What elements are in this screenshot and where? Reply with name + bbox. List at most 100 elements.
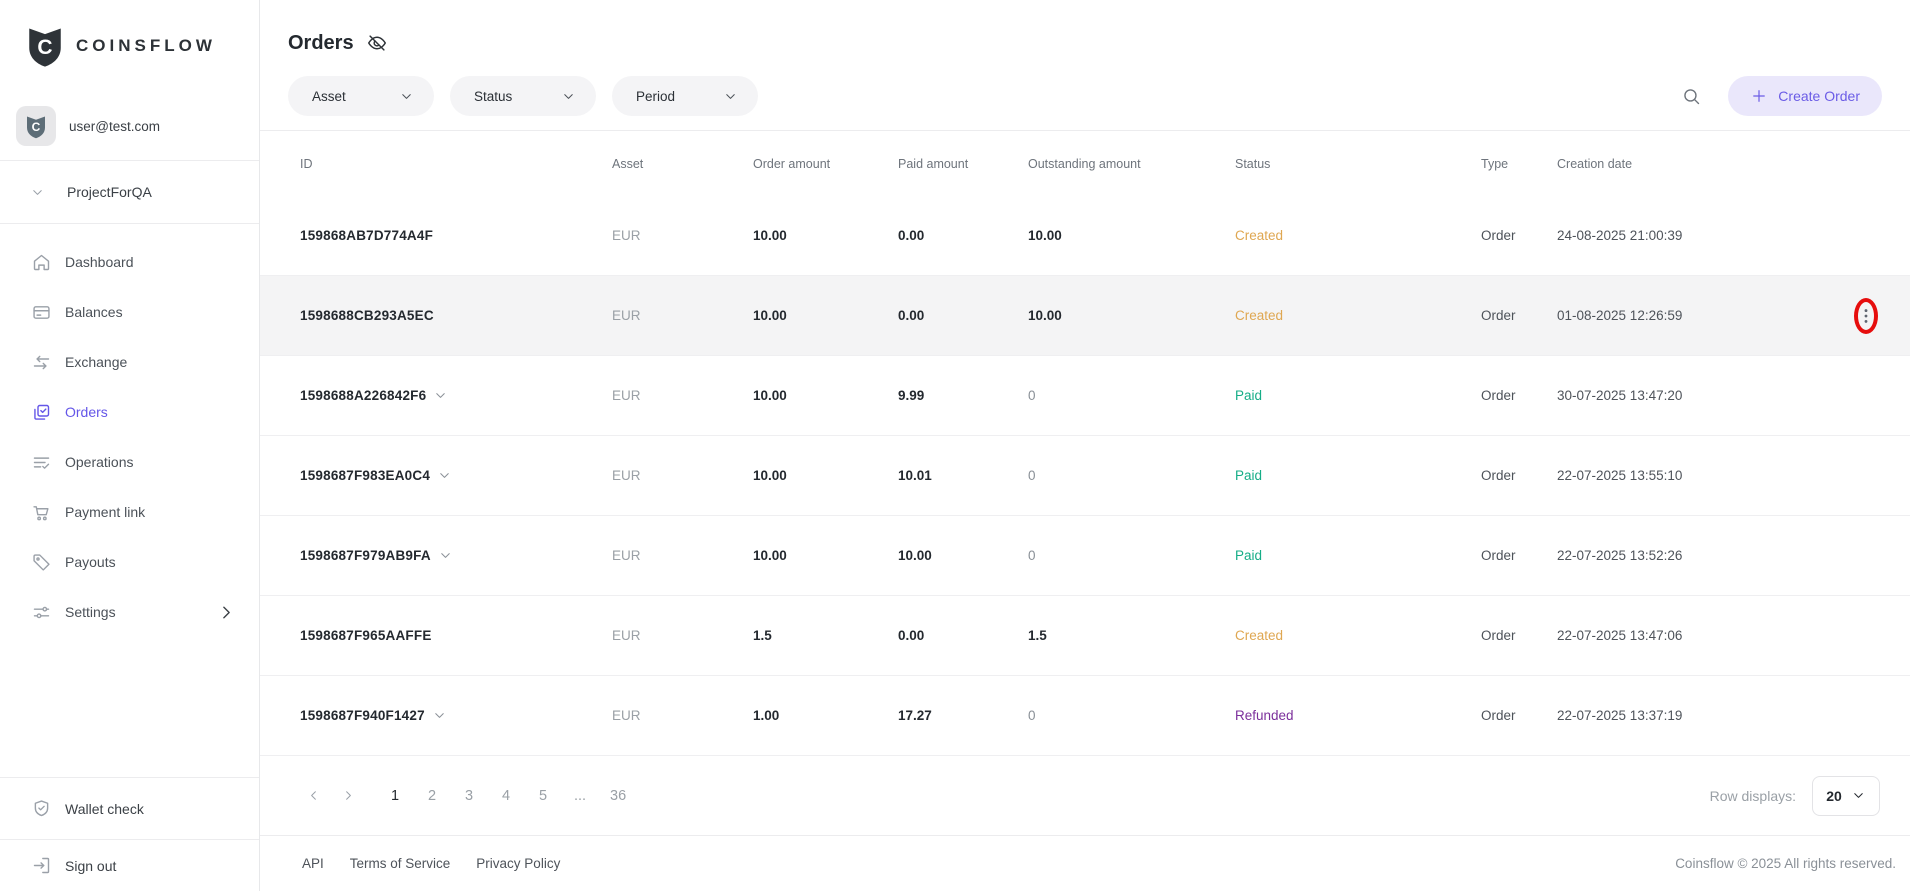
column-header-asset: Asset	[612, 156, 644, 171]
order-id-cell: 1598687F979AB9FA	[300, 548, 612, 563]
sidebar-item-wallet-check[interactable]: Wallet check	[0, 778, 259, 839]
user-account[interactable]: C user@test.com	[0, 102, 259, 150]
orders-icon	[31, 402, 52, 423]
filter-label: Period	[636, 88, 676, 104]
sidebar-item-label: Wallet check	[65, 800, 144, 817]
page-button-5[interactable]: 5	[536, 788, 550, 804]
sign-out-icon	[31, 855, 52, 876]
search-icon[interactable]	[1681, 86, 1702, 107]
order-id-cell: 1598688A226842F6	[300, 388, 612, 403]
sidebar-item-sign-out[interactable]: Sign out	[0, 840, 259, 891]
type-cell: Order	[1481, 548, 1516, 563]
exchange-icon	[31, 352, 52, 373]
order-id: 1598688CB293A5EC	[300, 308, 434, 323]
page-button-2[interactable]: 2	[425, 788, 439, 804]
chevron-down-icon[interactable]	[437, 468, 452, 483]
sidebar-item-label: Dashboard	[65, 254, 134, 270]
chevron-down-icon	[723, 89, 738, 104]
outstanding-amount-cell: 0	[1028, 548, 1036, 563]
order-amount-cell: 10.00	[753, 228, 787, 243]
column-header-order-amount: Order amount	[753, 156, 831, 171]
asset-cell: EUR	[612, 308, 641, 323]
creation-date-cell: 22-07-2025 13:52:26	[1557, 548, 1683, 563]
user-email: user@test.com	[69, 118, 160, 134]
sidebar-item-operations[interactable]: Operations	[0, 437, 259, 487]
creation-date-cell: 22-07-2025 13:55:10	[1557, 468, 1683, 483]
creation-date-cell: 22-07-2025 13:37:19	[1557, 708, 1683, 723]
sidebar-item-label: Settings	[65, 604, 116, 620]
sidebar-item-dashboard[interactable]: Dashboard	[0, 237, 259, 287]
page-button-3[interactable]: 3	[462, 788, 476, 804]
page-header: Orders	[260, 0, 1910, 60]
filter-asset-dropdown[interactable]: Asset	[288, 76, 434, 116]
next-page-button[interactable]	[341, 788, 356, 803]
prev-page-button[interactable]	[306, 788, 321, 803]
page-button-36[interactable]: 36	[610, 787, 627, 804]
table-row[interactable]: 1598687F979AB9FA EUR 10.00 10.00 0 Paid Order 2…	[260, 516, 1910, 596]
sidebar-item-label: Balances	[65, 304, 123, 320]
paid-amount-cell: 17.27	[898, 708, 932, 723]
sidebar-item-payment-link[interactable]: Payment link	[0, 487, 259, 537]
main-content: Orders Asset Status Period Create Order ID…	[260, 0, 1910, 891]
shield-logo-icon: C	[24, 22, 66, 70]
sidebar-item-exchange[interactable]: Exchange	[0, 337, 259, 387]
table-row[interactable]: 1598688A226842F6 EUR 10.00 9.99 0 Paid Order 30…	[260, 356, 1910, 436]
plus-icon	[1750, 87, 1768, 105]
order-id: 1598687F979AB9FA	[300, 548, 431, 563]
eye-slash-icon[interactable]	[366, 32, 388, 54]
chevron-down-icon[interactable]	[432, 708, 447, 723]
sidebar-item-settings[interactable]: Settings	[0, 587, 259, 637]
sidebar-bottom: Wallet check Sign out	[0, 777, 259, 891]
project-selector[interactable]: ProjectForQA	[0, 161, 259, 223]
chevron-right-icon	[341, 788, 356, 803]
svg-text:C: C	[32, 120, 41, 134]
creation-date-cell: 01-08-2025 12:26:59	[1557, 308, 1683, 323]
brand-name: COINSFLOW	[76, 36, 216, 55]
status-cell: Created	[1235, 308, 1284, 323]
chevron-down-icon	[561, 89, 576, 104]
filter-status-dropdown[interactable]: Status	[450, 76, 596, 116]
chevron-down-icon[interactable]	[438, 548, 453, 563]
create-order-button[interactable]: Create Order	[1728, 76, 1882, 116]
page-button-4[interactable]: 4	[499, 788, 513, 804]
sidebar-item-label: Orders	[65, 404, 108, 420]
footer: API Terms of Service Privacy Policy Coinsf…	[260, 835, 1910, 891]
paid-amount-cell: 0.00	[898, 228, 925, 243]
chevron-down-icon[interactable]	[433, 388, 448, 403]
creation-date-cell: 22-07-2025 13:47:06	[1557, 628, 1683, 643]
footer-link-api[interactable]: API	[302, 856, 324, 871]
table-row[interactable]: 1598687F940F1427 EUR 1.00 17.27 0 Refunded Ord…	[260, 676, 1910, 756]
paid-amount-cell: 10.01	[898, 468, 932, 483]
table-row[interactable]: 159868AB7D774A4F EUR 10.00 0.00 10.00 Created…	[260, 196, 1910, 276]
divider	[0, 223, 259, 224]
sidebar-item-payouts[interactable]: Payouts	[0, 537, 259, 587]
sidebar: C COINSFLOW C user@test.com ProjectForQA…	[0, 0, 260, 891]
asset-cell: EUR	[612, 468, 641, 483]
footer-link-terms-of-service[interactable]: Terms of Service	[349, 856, 451, 871]
page-button-1[interactable]: 1	[388, 788, 402, 804]
table-row[interactable]: 1598687F965AAFFE EUR 1.5 0.00 1.5 Created Orde…	[260, 596, 1910, 676]
order-amount-cell: 1.00	[753, 708, 780, 723]
sidebar-item-label: Operations	[65, 454, 134, 470]
filter-period-dropdown[interactable]: Period	[612, 76, 758, 116]
sidebar-item-label: Sign out	[65, 857, 117, 874]
footer-link-privacy-policy[interactable]: Privacy Policy	[476, 856, 561, 871]
divider	[0, 777, 259, 778]
outstanding-amount-cell: 0	[1028, 468, 1036, 483]
creation-date-cell: 30-07-2025 13:47:20	[1557, 388, 1683, 403]
type-cell: Order	[1481, 468, 1516, 483]
filter-label: Status	[474, 88, 513, 104]
sidebar-item-balances[interactable]: Balances	[0, 287, 259, 337]
row-displays-label: Row displays:	[1709, 787, 1796, 804]
copyright-text: Coinsflow © 2025 All rights reserved.	[1675, 856, 1896, 871]
filters-toolbar: Asset Status Period Create Order	[260, 60, 1910, 131]
type-cell: Order	[1481, 388, 1516, 403]
table-row[interactable]: 1598688CB293A5EC EUR 10.00 0.00 10.00 Created…	[260, 276, 1910, 356]
creation-date-cell: 24-08-2025 21:00:39	[1557, 228, 1683, 243]
rows-per-page-select[interactable]: 20	[1812, 775, 1880, 816]
kebab-menu-icon[interactable]	[1852, 297, 1880, 334]
sidebar-item-orders[interactable]: Orders	[0, 387, 259, 437]
outstanding-amount-cell: 0	[1028, 708, 1036, 723]
table-row[interactable]: 1598687F983EA0C4 EUR 10.00 10.01 0 Paid Order 2…	[260, 436, 1910, 516]
